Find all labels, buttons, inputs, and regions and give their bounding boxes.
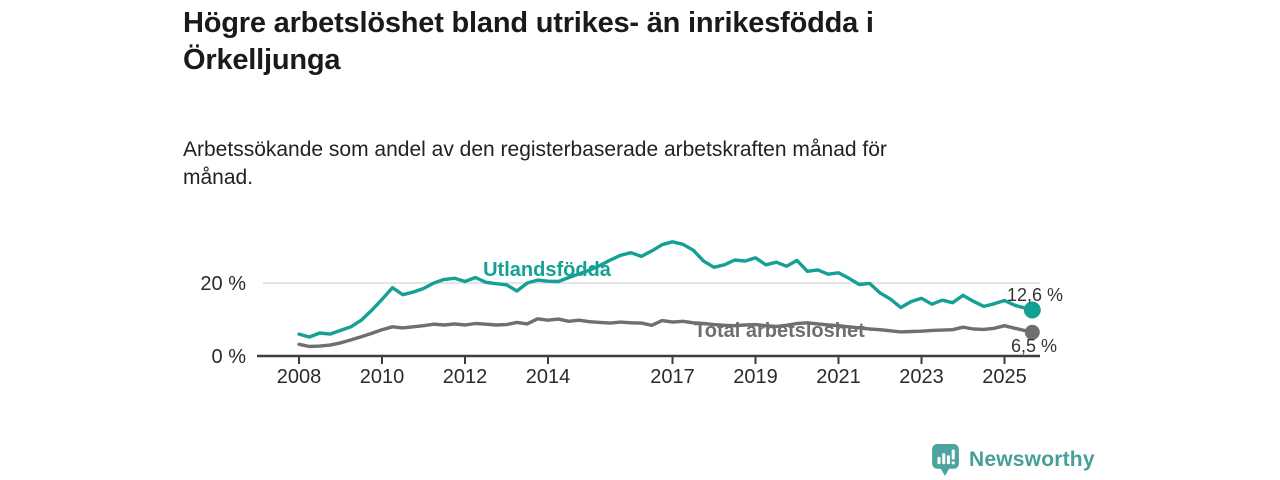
chart-subtitle: Arbetssökande som andel av den registerb… — [183, 138, 887, 189]
series-line-utlandsfodda — [297, 240, 1035, 339]
y-tick-label: 20 % — [200, 273, 246, 295]
x-tick-label: 2014 — [526, 366, 571, 388]
y-tick-label: 0 % — [212, 346, 247, 368]
series-end-dot — [1024, 324, 1040, 340]
newsworthy-brand-text: Newsworthy — [969, 448, 1095, 471]
x-tick-label: 2019 — [733, 366, 778, 388]
x-tick-label: 2008 — [277, 366, 322, 388]
x-tick-label: 2025 — [982, 366, 1027, 388]
series-end-dot — [1023, 301, 1041, 319]
x-tick-label: 2012 — [443, 366, 488, 388]
x-tick-label: 2010 — [360, 366, 405, 388]
end-value-label: 6,5 % — [1011, 336, 1057, 356]
end-value-label: 12,6 % — [1007, 285, 1063, 305]
x-tick-label: 2021 — [816, 366, 861, 388]
x-tick-label: 2023 — [899, 366, 944, 388]
newsworthy-brand: Newsworthy — [932, 443, 1095, 477]
series-label: Total arbetslöshet — [694, 320, 865, 342]
x-tick-label: 2017 — [650, 366, 695, 388]
newsworthy-logo-icon — [932, 444, 959, 476]
series-line-total — [297, 317, 1035, 349]
page-title: Högre arbetslöshet bland utrikes- än inr… — [183, 7, 874, 77]
series-label: Utlandsfödda — [483, 259, 612, 281]
